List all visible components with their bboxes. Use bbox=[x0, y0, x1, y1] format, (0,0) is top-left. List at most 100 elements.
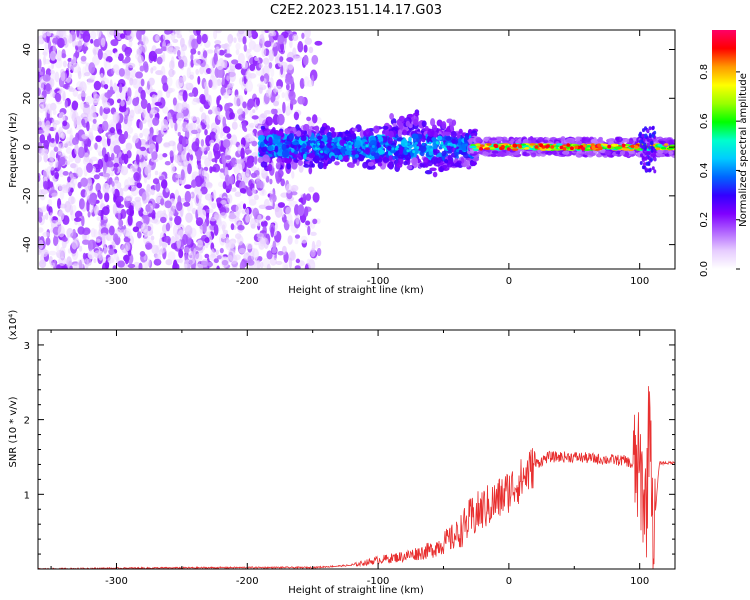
spectrogram-cell bbox=[79, 198, 85, 210]
spectrogram-cell bbox=[81, 45, 89, 52]
spectrogram-cell bbox=[182, 90, 188, 102]
spectrogram-cell bbox=[108, 225, 115, 236]
spectrogram-cell bbox=[226, 133, 232, 140]
spectrogram-cell bbox=[102, 52, 108, 60]
spectrogram-cell bbox=[658, 153, 666, 158]
spectrogram-cell bbox=[178, 76, 184, 88]
spectrogram-cell bbox=[421, 120, 427, 128]
spectrogram-cell bbox=[302, 153, 307, 160]
spectrogram-cell bbox=[583, 148, 591, 151]
spectrogram-cell bbox=[294, 265, 301, 269]
spectrogram-cell bbox=[512, 143, 517, 148]
spectrogram-cell bbox=[148, 50, 157, 62]
spectrogram-cell bbox=[104, 153, 109, 163]
spectrogram-cell bbox=[181, 136, 187, 148]
spectrogram-cell bbox=[188, 122, 197, 130]
spectrogram-cell bbox=[204, 193, 213, 201]
spectrogram-cell bbox=[216, 96, 220, 106]
spectrogram-cell bbox=[85, 95, 94, 105]
spectrogram-cell bbox=[291, 141, 299, 146]
spectrogram-cell bbox=[222, 126, 231, 134]
spectrogram-cell bbox=[125, 30, 132, 36]
spectrogram-cell bbox=[284, 77, 293, 85]
spectrogram-cell bbox=[138, 43, 143, 55]
spectrogram-cell bbox=[291, 160, 298, 170]
spectrogram-cell bbox=[475, 137, 482, 143]
spectrogram-cell bbox=[299, 77, 305, 90]
spectrogram-cell bbox=[86, 162, 93, 173]
spectrogram-cell bbox=[168, 87, 176, 93]
spectrogram-cell bbox=[537, 136, 544, 142]
spectrogram-cell bbox=[263, 110, 272, 115]
spectrogram-cell bbox=[117, 53, 124, 62]
spectrogram-cell bbox=[653, 157, 657, 162]
spectrogram-cell bbox=[81, 239, 90, 245]
spectrogram-cell bbox=[121, 59, 130, 64]
spectrogram-cell bbox=[49, 165, 55, 171]
spectrogram-cell bbox=[206, 49, 214, 54]
spectrogram-cell bbox=[591, 145, 596, 150]
spectrogram-cell bbox=[123, 228, 132, 237]
spectrogram-cell bbox=[582, 144, 587, 148]
spectrogram-cell bbox=[43, 47, 49, 57]
spectrogram-cell bbox=[94, 250, 102, 259]
x-tick-label: 0 bbox=[506, 576, 512, 587]
spectrogram-cell bbox=[253, 44, 262, 53]
spectrogram-cell bbox=[551, 150, 557, 155]
spectrogram-cell bbox=[472, 148, 479, 151]
spectrogram-cell bbox=[74, 40, 83, 47]
spectrogram-cell bbox=[235, 159, 242, 164]
spectrogram-cell bbox=[288, 90, 296, 101]
spectrogram-cell bbox=[285, 140, 292, 145]
colorbar-tick-label: 0.0 bbox=[699, 261, 710, 277]
spectrogram-cell bbox=[130, 176, 135, 189]
spectrogram-cell bbox=[50, 69, 55, 75]
spectrogram-cell bbox=[622, 148, 630, 151]
spectrogram-cell bbox=[71, 137, 79, 146]
spectrogram-cell bbox=[235, 203, 242, 215]
colorbar-label: Normalized spectral amplitude bbox=[738, 73, 749, 227]
spectrogram-cell bbox=[657, 144, 663, 147]
spectrogram-cell bbox=[199, 93, 206, 104]
spectrogram-cell bbox=[38, 58, 42, 69]
spectrogram-cell bbox=[651, 133, 655, 138]
spectrogram-cell bbox=[39, 71, 44, 76]
spectrogram-cell bbox=[98, 192, 103, 200]
spectrogram-cell bbox=[178, 249, 184, 259]
spectrogram-cell bbox=[234, 191, 242, 198]
spectrogram-cell bbox=[351, 132, 357, 140]
spectrogram-cell bbox=[151, 94, 157, 104]
spectrogram-cell bbox=[245, 242, 253, 250]
spectrogram-cell bbox=[312, 218, 318, 225]
x-tick-label: 100 bbox=[630, 276, 649, 287]
colorbar: 0.00.20.40.60.8 Normalized spectral ampl… bbox=[699, 30, 749, 277]
spectrogram-cell bbox=[258, 240, 265, 250]
spectrogram-cell bbox=[641, 133, 645, 138]
spectrogram-cell bbox=[250, 172, 257, 178]
spectrogram-cell bbox=[48, 255, 53, 265]
spectrogram-cell bbox=[45, 82, 51, 92]
spectrogram-cell bbox=[284, 128, 290, 135]
spectrogram-cell bbox=[394, 147, 398, 151]
spectrogram-cell bbox=[212, 189, 217, 200]
spectrogram-cell bbox=[86, 258, 92, 266]
spectrogram-cell bbox=[515, 140, 522, 144]
spectrogram-cell bbox=[223, 92, 230, 99]
spectrogram-cell bbox=[242, 36, 247, 45]
spectrogram-cell bbox=[237, 172, 246, 179]
spectrogram-cell bbox=[190, 115, 198, 121]
spectrogram-cell bbox=[316, 135, 323, 140]
spectrogram-cell bbox=[152, 117, 160, 126]
spectrogram-cell bbox=[309, 140, 316, 145]
spectrogram-cell bbox=[201, 33, 208, 44]
spectrogram-cell bbox=[40, 120, 46, 130]
spectrogram-cell bbox=[184, 190, 192, 203]
spectrogram-cell bbox=[141, 44, 147, 54]
spectrogram-cell bbox=[540, 148, 547, 151]
spectrogram-cell bbox=[246, 207, 250, 216]
spectrogram-cell bbox=[444, 158, 449, 164]
spectrogram-cell bbox=[170, 32, 176, 41]
spectrogram-cell bbox=[140, 98, 148, 110]
spectrogram-cell bbox=[169, 60, 175, 71]
spectrogram-cell bbox=[101, 233, 106, 245]
